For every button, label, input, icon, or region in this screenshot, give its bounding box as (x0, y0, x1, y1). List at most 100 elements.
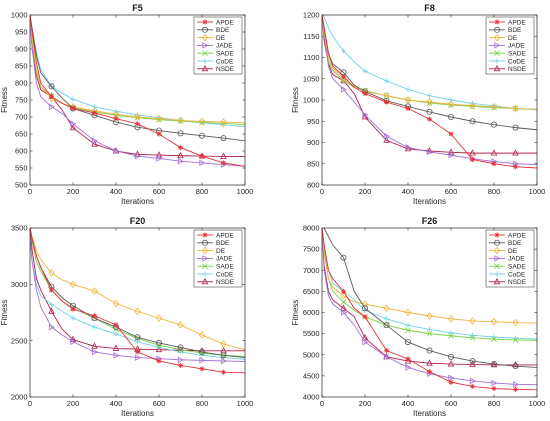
data-point-apde (220, 160, 227, 166)
y-tick-label: 3500 (11, 224, 28, 233)
data-point-bde (447, 114, 454, 121)
legend-marker-jade (494, 42, 501, 49)
data-point-code (426, 326, 433, 332)
legend-marker-code (494, 271, 500, 277)
x-tick-label: 400 (110, 187, 123, 196)
data-point-code (426, 93, 433, 99)
data-point-nsde (512, 361, 519, 368)
data-point-de (91, 287, 98, 295)
data-point-nsde (340, 304, 347, 311)
legend-label: DE (216, 35, 226, 42)
axes-frame (29, 14, 246, 186)
data-point-nsde (512, 149, 519, 156)
legend-label: SADE (216, 264, 234, 271)
data-point-apde (199, 366, 205, 372)
data-point-jade (448, 151, 455, 159)
data-point-jade (199, 357, 206, 364)
legend-label: BDE (216, 240, 230, 247)
x-tick-label: 1000 (529, 187, 546, 196)
data-point-nsde (91, 140, 98, 147)
legend-label: NSDE (508, 279, 527, 286)
data-point-nsde (91, 342, 98, 349)
y-tick-label: 600 (15, 147, 28, 156)
x-tick-label: 0 (28, 399, 32, 408)
series-line-jade (322, 228, 537, 386)
y-tick-label: 650 (15, 130, 28, 139)
legend-marker-de (201, 246, 209, 255)
series-line-jade (322, 15, 537, 166)
y-axis-label: Fitness (0, 87, 9, 113)
data-point-sade (512, 337, 519, 343)
x-tick-label: 800 (196, 399, 209, 408)
data-point-de (469, 101, 476, 110)
data-point-apde (405, 356, 411, 362)
y-tick-label: 8000 (303, 224, 320, 233)
chart-panel-f20: 0 200 400 600 800 1000 2000 2500 3000 3500 F20 Iter… (0, 216, 253, 418)
data-point-sade (340, 77, 347, 84)
y-axis-label: Fitness (0, 300, 9, 326)
y-tick-label: 2000 (11, 393, 28, 402)
y-axis-label: Fitness (291, 300, 300, 326)
y-tick-label: 1000 (303, 96, 320, 105)
data-point-nsde (155, 345, 163, 353)
data-point-sade (426, 330, 433, 337)
chart-panel-f26: 0 200 400 600 800 1000 4000 4500 5000 5500 6000 650… (291, 216, 545, 418)
data-point-apde (134, 349, 141, 355)
legend-label: BDE (508, 27, 522, 34)
x-tick-label: 400 (402, 187, 415, 196)
y-tick-label: 800 (307, 181, 320, 190)
legend-marker-bde (493, 26, 500, 33)
data-point-bde (490, 121, 497, 128)
data-point-bde (404, 339, 411, 346)
series-line-jade (30, 18, 245, 167)
data-point-code (448, 97, 454, 103)
data-point-code (448, 330, 454, 336)
data-point-code (48, 302, 55, 308)
legend-marker-code (202, 58, 208, 64)
legend-box (193, 229, 243, 288)
data-point-de (177, 321, 184, 329)
legend-marker-sade (494, 50, 500, 57)
data-point-jade (113, 352, 120, 359)
legend-label: APDE (216, 232, 234, 239)
legend-label: DE (508, 35, 518, 42)
data-point-jade (156, 155, 163, 162)
legend-marker-nsde (201, 64, 209, 72)
data-point-de (447, 100, 455, 109)
data-point-de (383, 91, 390, 100)
data-point-apde (469, 156, 476, 163)
data-point-de (198, 117, 206, 126)
data-point-code (469, 332, 476, 338)
legend-label: JADE (508, 256, 525, 263)
data-point-apde (426, 369, 433, 375)
x-axis-label: Iterations (413, 409, 446, 418)
data-point-bde (469, 358, 476, 365)
data-point-bde (220, 135, 227, 142)
chart-title: F5 (132, 3, 143, 13)
legend-marker-bde (201, 239, 208, 246)
data-point-code (405, 322, 411, 328)
y-tick-label: 5500 (303, 329, 320, 338)
data-point-apde (48, 287, 55, 293)
data-point-jade (48, 323, 55, 331)
x-tick-label: 200 (67, 399, 80, 408)
legend-label: NSDE (216, 279, 235, 286)
data-point-de (48, 269, 55, 277)
data-point-jade (91, 348, 98, 356)
data-point-bde (198, 132, 205, 139)
y-tick-label: 850 (307, 159, 320, 168)
legend-marker-jade (202, 42, 209, 49)
data-point-jade (134, 152, 141, 160)
data-point-de (177, 116, 184, 125)
data-point-de (383, 304, 390, 313)
y-tick-label: 7500 (303, 245, 320, 254)
series-group (30, 228, 245, 375)
data-point-sade (469, 334, 476, 341)
data-point-jade (448, 374, 455, 382)
data-point-apde (512, 386, 519, 392)
data-point-jade (405, 364, 412, 371)
data-point-bde (361, 305, 368, 312)
data-point-apde (448, 131, 454, 137)
series-line-de (322, 228, 537, 324)
